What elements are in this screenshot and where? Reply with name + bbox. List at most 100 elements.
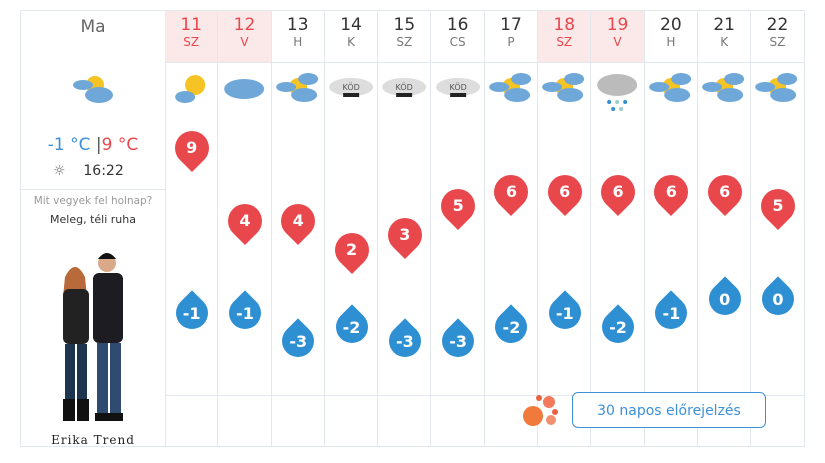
day-column[interactable]: 13 H 4 -3 <box>271 11 325 446</box>
day-header: 21 K <box>698 11 751 63</box>
couple-image <box>63 253 123 421</box>
svg-text:KÖD: KÖD <box>449 82 466 92</box>
weekday: P <box>507 35 515 49</box>
day-column[interactable]: 18 SZ 6 -1 <box>538 11 592 446</box>
today-min: -1 °C <box>47 135 91 155</box>
min-temp: -1 <box>182 304 201 323</box>
sunset-time: 16:22 <box>83 163 124 179</box>
folk-flower-icon <box>523 395 558 426</box>
fog-icon: KÖD <box>382 78 427 97</box>
today-max: 9 °C <box>101 135 139 155</box>
day-number: 13 <box>286 15 309 35</box>
day-number: 20 <box>660 15 682 35</box>
weekday: CS <box>449 35 466 49</box>
day-header: 17 P <box>484 11 538 63</box>
day-column[interactable]: 12 V 4 -1 <box>218 11 272 446</box>
day-column[interactable]: 11 SZ 9 -1 <box>165 11 219 446</box>
day-column[interactable]: 20 H 6 -1 <box>644 11 698 446</box>
svg-text:KÖD: KÖD <box>396 82 413 92</box>
max-temp: 5 <box>772 196 784 215</box>
outfit-question[interactable]: Mit vegyek fel holnap? <box>33 195 153 207</box>
min-temp: -2 <box>502 318 521 337</box>
day-number: 17 <box>500 15 522 35</box>
day-column[interactable]: 22 SZ 5 0 <box>751 11 805 446</box>
partly-cloudy-icon <box>702 73 745 102</box>
min-temp: -1 <box>662 304 681 323</box>
day-header: 16 CS <box>431 11 484 63</box>
sun-cloud-icon <box>175 75 206 103</box>
partly-cloudy-icon <box>755 73 798 102</box>
fog-icon: KÖD <box>329 78 374 97</box>
divider <box>21 189 165 190</box>
weekday: SZ <box>396 35 413 49</box>
partly-cloudy-icon <box>73 76 113 103</box>
day-column[interactable]: 15 SZ KÖD 3 -3 <box>378 11 432 446</box>
max-temp: 3 <box>399 225 411 244</box>
forecast-30-day-button[interactable]: 30 napos előrejelzés <box>572 392 766 428</box>
day-header: 13 H <box>271 11 324 63</box>
day-header: 18 SZ <box>538 11 591 63</box>
weekday: V <box>240 35 249 49</box>
partly-cloudy-icon <box>275 73 318 102</box>
min-temp: -3 <box>289 332 308 351</box>
day-column[interactable]: 16 CS KÖD 5 -3 <box>431 11 485 446</box>
day-header: 14 K <box>324 11 378 63</box>
day-header: 15 SZ <box>378 11 431 63</box>
min-temp: -2 <box>609 318 627 337</box>
max-temp: 5 <box>452 196 464 215</box>
weekday: SZ <box>769 35 786 49</box>
day-header: 19 V <box>591 11 644 63</box>
weekday: H <box>293 35 303 49</box>
max-temp: 4 <box>239 210 251 230</box>
weather-widget: Ma -1 °C |9 °C ☼ 16:22 Mit vegyek fel ho… <box>20 10 805 447</box>
weekday: SZ <box>556 35 573 49</box>
day-number: 15 <box>393 15 416 35</box>
outfit-answer: Meleg, téli ruha <box>50 213 136 226</box>
partly-cloudy-icon <box>488 73 531 102</box>
day-column[interactable]: 17 P 6 -2 <box>484 11 539 446</box>
day-header: 20 H <box>644 11 697 63</box>
cloud-icon <box>224 79 265 99</box>
day-header: 12 V <box>218 11 271 63</box>
fog-icon: KÖD <box>435 78 480 97</box>
sunset-icon: ☼ <box>53 163 66 179</box>
max-temp: 6 <box>665 181 677 201</box>
min-temp: -1 <box>236 304 254 323</box>
max-temp: 6 <box>612 181 624 201</box>
brand-logo: Erika Trend <box>51 433 135 447</box>
day-column[interactable]: 14 K KÖD 2 -2 <box>324 11 379 446</box>
day-number: 22 <box>766 15 789 35</box>
min-temp: 0 <box>719 290 731 309</box>
min-temp: -1 <box>555 304 574 323</box>
today-panel: Ma -1 °C |9 °C ☼ 16:22 Mit vegyek fel ho… <box>21 11 166 447</box>
max-temp: 4 <box>292 210 304 230</box>
weekday: K <box>720 35 729 49</box>
day-number: 12 <box>233 15 256 35</box>
partly-cloudy-icon <box>648 73 691 102</box>
day-number: 11 <box>180 15 202 35</box>
weekday: V <box>613 35 622 49</box>
day-number: 14 <box>340 15 362 35</box>
rain-snow-icon <box>597 74 638 111</box>
footer-row <box>165 395 805 396</box>
min-temp: -3 <box>395 332 414 351</box>
min-temp: 0 <box>772 290 784 309</box>
day-column[interactable]: 19 V 6 -2 <box>591 11 645 446</box>
min-temp: -2 <box>342 318 361 337</box>
today-label: Ma <box>80 17 106 37</box>
day-number: 19 <box>606 15 629 35</box>
max-temp: 9 <box>186 138 198 157</box>
day-header: 22 SZ <box>751 11 804 63</box>
weekday: SZ <box>183 35 200 49</box>
svg-text:KÖD: KÖD <box>342 82 359 92</box>
max-temp: 6 <box>719 181 731 201</box>
day-number: 16 <box>446 15 469 35</box>
max-temp: 6 <box>559 181 571 201</box>
max-temp: 6 <box>505 181 517 201</box>
max-temp: 2 <box>345 239 358 259</box>
day-column[interactable]: 21 K 6 0 <box>698 11 752 446</box>
day-number: 18 <box>553 15 576 35</box>
day-header: 11 SZ <box>165 11 218 63</box>
weekday: K <box>347 35 355 49</box>
min-temp: -3 <box>449 332 468 351</box>
